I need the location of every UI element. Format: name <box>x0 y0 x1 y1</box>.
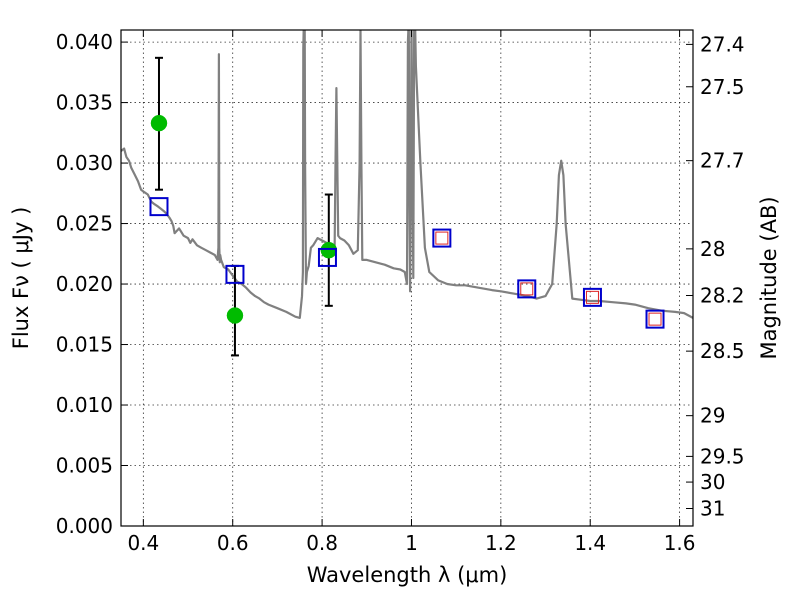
x-tick-label: 1.2 <box>485 531 517 555</box>
x-axis-ticks: 0.4 0.6 0.8 1 1.2 1.4 1.6 <box>127 30 696 555</box>
y2-tick-label: 30 <box>700 470 725 494</box>
y2-tick-label: 28.5 <box>700 339 745 363</box>
model-square <box>149 197 169 217</box>
y-tick-label: 0.000 <box>56 514 113 538</box>
y-tick-label: 0.010 <box>56 393 113 417</box>
x-grid-lines <box>142 30 680 526</box>
model-square <box>517 279 537 299</box>
y2-tick-label: 27.7 <box>700 149 745 173</box>
x-tick-label: 1.6 <box>664 531 696 555</box>
y-tick-label: 0.030 <box>56 151 113 175</box>
y-tick-label: 0.040 <box>56 30 113 54</box>
y2-tick-label: 28.2 <box>700 283 745 307</box>
model-square <box>645 309 665 329</box>
y2-tick-label: 27.5 <box>700 75 745 99</box>
y-tick-label: 0.025 <box>56 212 113 236</box>
y2-tick-label: 29 <box>700 404 725 428</box>
model-square <box>317 247 337 267</box>
x-axis-label: Wavelength λ (μm) <box>307 563 508 587</box>
x-tick-label: 0.4 <box>127 531 159 555</box>
inner-square <box>435 231 449 245</box>
y-axis-label: Flux Fν ( μJy ) <box>9 207 33 350</box>
y-tick-label: 0.020 <box>56 272 113 296</box>
inner-square <box>585 290 599 304</box>
inner-squares <box>435 231 662 326</box>
model-square <box>432 228 452 248</box>
plot-frame <box>120 29 694 527</box>
y2-tick-label: 29.5 <box>700 444 745 468</box>
observed-point <box>226 307 244 324</box>
plot-area <box>121 30 693 357</box>
inner-square <box>520 282 534 296</box>
y2-tick-label: 31 <box>700 497 725 521</box>
y-tick-label: 0.035 <box>56 91 113 115</box>
x-tick-label: 1 <box>405 531 418 555</box>
inner-square <box>648 312 662 326</box>
x-tick-label: 0.6 <box>217 531 249 555</box>
y-tick-label: 0.005 <box>56 454 113 478</box>
model-square <box>225 264 245 284</box>
x-tick-label: 0.8 <box>306 531 338 555</box>
model-squares <box>149 197 665 329</box>
model-square <box>582 287 602 307</box>
y2-tick-label: 28 <box>700 237 725 261</box>
y2-tick-label: 27.4 <box>700 32 745 56</box>
y2-axis-ticks: 27.4 27.5 27.7 28 28.2 28.5 29 29.530 31 <box>686 32 745 521</box>
x-tick-label: 1.4 <box>574 531 606 555</box>
y-axis-ticks: 0.000 0.005 0.010 0.015 0.020 0.025 0.030 0.035… <box>56 30 128 538</box>
y-tick-label: 0.015 <box>56 333 113 357</box>
observed-point <box>150 114 168 132</box>
observed-points <box>150 114 338 324</box>
observed-point <box>320 241 338 259</box>
y2-axis-label: Magnitude (AB) <box>757 196 781 359</box>
